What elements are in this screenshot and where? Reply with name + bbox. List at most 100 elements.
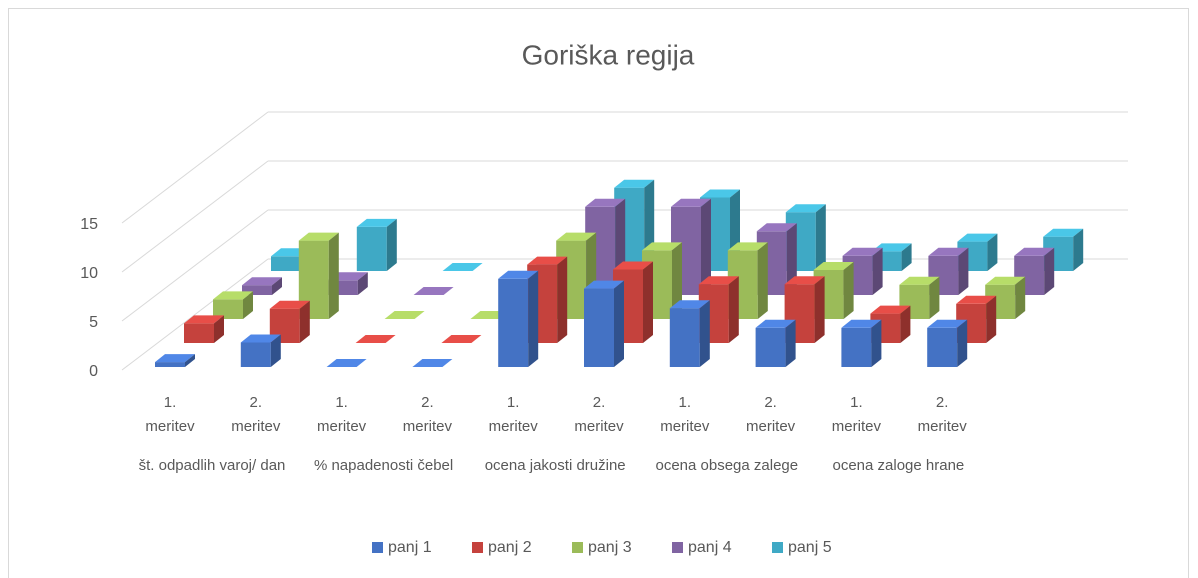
bar-side <box>672 242 682 319</box>
bar <box>441 335 482 343</box>
bar-top <box>413 287 454 295</box>
legend-swatch <box>772 542 783 553</box>
y-tick-label: 0 <box>89 363 98 380</box>
bar <box>356 218 397 271</box>
bar <box>584 280 624 367</box>
legend-label: panj 3 <box>588 539 632 556</box>
group-label: št. odpadlih varoj/ dan <box>138 457 286 474</box>
bar-side <box>699 300 710 367</box>
bar-top <box>184 315 224 324</box>
legend-swatch <box>672 542 683 553</box>
bar <box>755 319 796 367</box>
bar-side <box>272 277 282 295</box>
x-tick-label: 2. meritev <box>231 394 281 435</box>
bar <box>355 335 396 343</box>
bar <box>326 359 367 367</box>
bar-top <box>784 276 825 285</box>
bar-top <box>326 359 367 367</box>
bar-top <box>412 359 453 367</box>
bar-top <box>985 276 1026 285</box>
bar-top <box>698 276 739 285</box>
bar-side <box>957 319 968 367</box>
bar-front <box>669 308 700 367</box>
bar <box>269 300 310 343</box>
grid-line <box>121 160 269 273</box>
bar-top <box>213 291 253 300</box>
bar-side <box>185 354 195 367</box>
bar <box>556 232 597 319</box>
bar-top <box>870 305 911 314</box>
bar-front <box>184 323 214 343</box>
bar <box>899 276 940 319</box>
bar-front <box>356 226 387 271</box>
bar-side <box>1015 276 1026 319</box>
bar-top <box>927 319 968 328</box>
x-tick-label: 1. meritev <box>660 394 710 435</box>
bar-top <box>442 263 483 271</box>
bar-top <box>384 311 425 319</box>
bar-top <box>441 335 482 343</box>
legend-label: panj 2 <box>488 539 532 556</box>
bar-side <box>871 319 882 367</box>
group-label: ocena zaloge hrane <box>832 457 965 474</box>
bar-top <box>700 189 740 198</box>
bar-top <box>755 319 796 328</box>
bar-top <box>584 280 624 289</box>
bar-top <box>527 256 568 265</box>
bar-side <box>299 300 310 343</box>
bar <box>240 334 281 367</box>
bar <box>384 311 425 319</box>
bar-top <box>756 223 797 232</box>
bar-side <box>1044 247 1055 295</box>
bar-side <box>843 262 854 319</box>
bar <box>155 354 195 367</box>
x-tick-label: 2. meritev <box>402 394 452 435</box>
legend-label: panj 5 <box>788 539 832 556</box>
legend-swatch <box>372 542 383 553</box>
bar-side <box>814 276 825 343</box>
bar-top <box>298 232 339 241</box>
x-tick-label: 2. meritev <box>574 394 624 435</box>
bar-side <box>728 276 739 343</box>
y-tick-label: 15 <box>80 216 98 233</box>
group-label: ocena jakosti družine <box>484 457 626 474</box>
bar-side <box>901 243 912 271</box>
bar-top <box>956 295 997 304</box>
bar <box>242 277 282 295</box>
bar-top <box>813 262 854 270</box>
bar-front <box>240 342 271 367</box>
bar-top <box>155 354 195 363</box>
bar-top <box>669 300 710 309</box>
bar-side <box>701 198 711 295</box>
bar-top <box>242 277 282 286</box>
bar <box>412 359 453 367</box>
bar-top <box>356 218 397 227</box>
bar <box>669 300 710 367</box>
bar-side <box>243 291 253 319</box>
bar <box>442 263 483 271</box>
bar <box>671 198 711 295</box>
x-tick-label: 2. meritev <box>746 394 796 435</box>
bar-side <box>958 247 969 295</box>
bar-side <box>270 334 281 367</box>
bar-top <box>841 319 882 328</box>
x-tick-label: 1. meritev <box>317 394 367 435</box>
bar-side <box>872 247 883 295</box>
bar-top <box>928 247 969 256</box>
bar-side <box>214 315 224 343</box>
bar <box>1014 247 1055 295</box>
bar-front <box>213 299 243 319</box>
y-tick-label: 10 <box>80 265 98 282</box>
bar-top <box>614 179 655 188</box>
bar-front <box>271 256 301 271</box>
bar <box>841 319 882 367</box>
bar-front <box>498 278 529 367</box>
x-tick-label: 1. meritev <box>488 394 538 435</box>
bar-front <box>927 327 958 367</box>
bar-front <box>584 288 614 367</box>
bar-top <box>785 204 826 213</box>
bar-side <box>986 295 997 343</box>
bar-top <box>269 300 310 309</box>
bar-top <box>613 261 653 270</box>
